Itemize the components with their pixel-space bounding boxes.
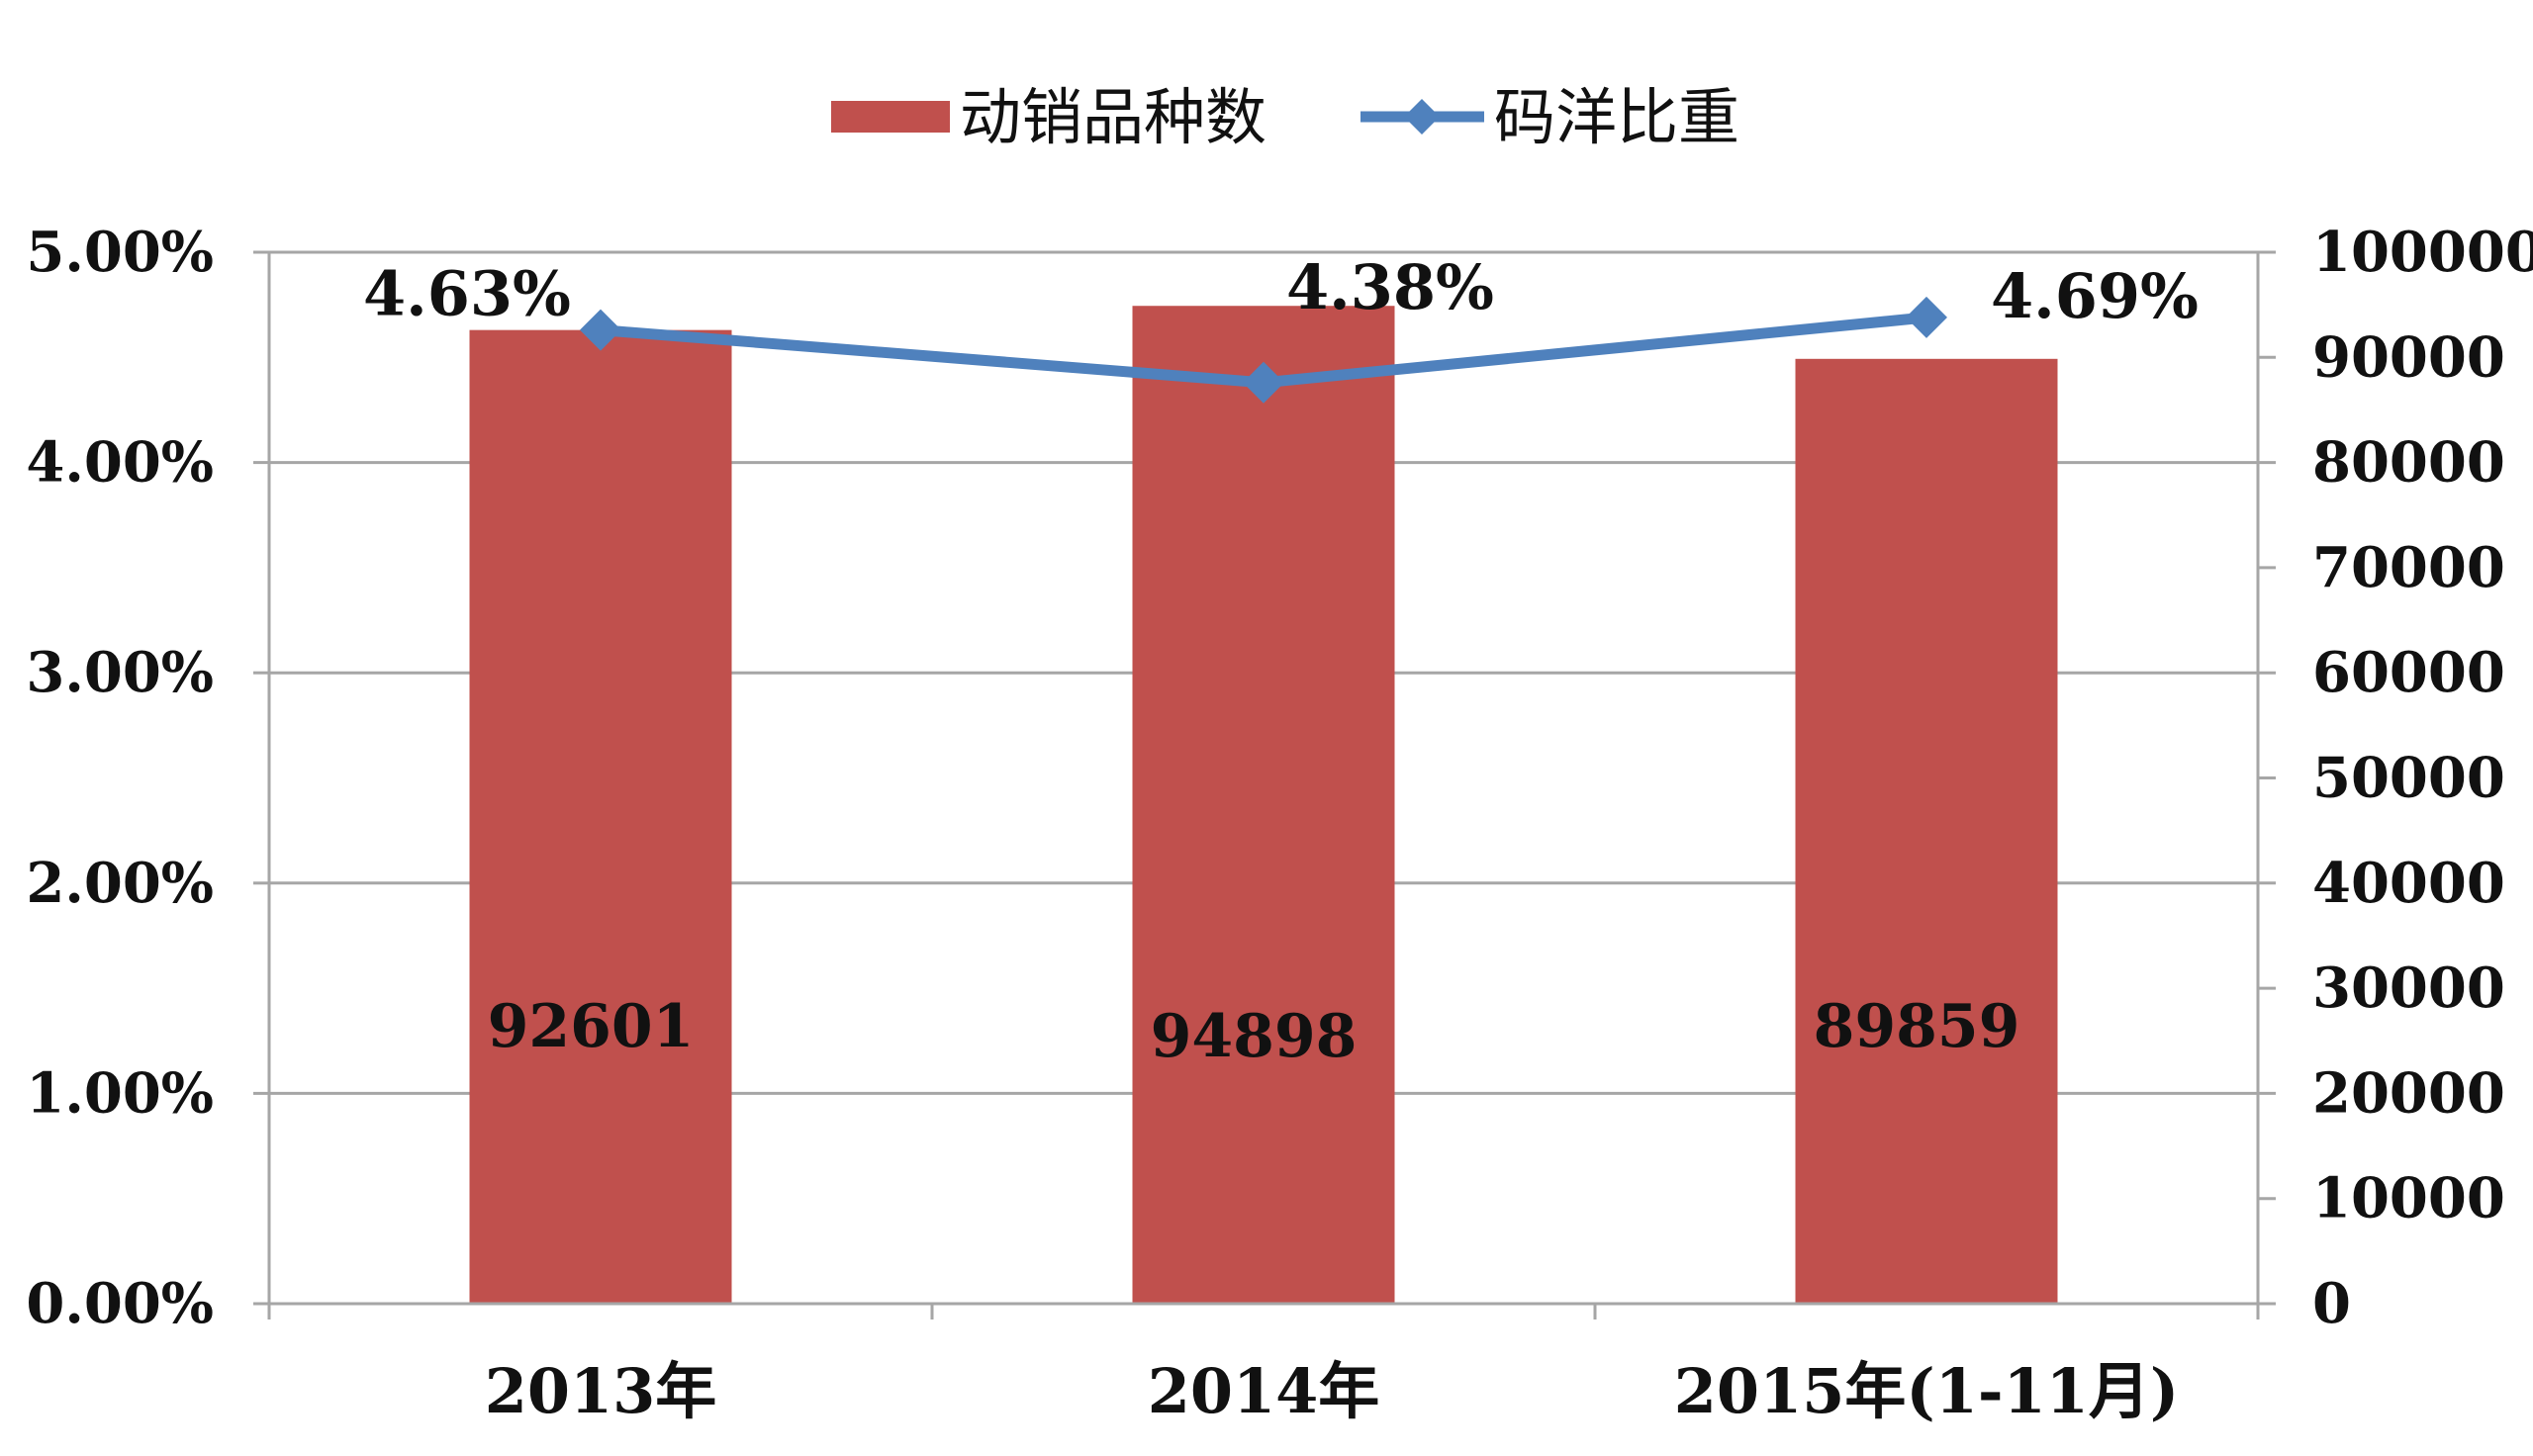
right-axis-tick-label: 50000 xyxy=(2312,746,2505,811)
right-axis-tick-label: 0 xyxy=(2312,1271,2351,1336)
right-axis-tick-label: 90000 xyxy=(2312,324,2505,390)
bar-series xyxy=(469,306,2058,1304)
right-axis-tick-label: 60000 xyxy=(2312,640,2505,705)
bar xyxy=(1795,358,2058,1304)
axes: 0.00% 1.00% 2.00% 3.00% 4.00% 5.00% 0 10000 2000… xyxy=(26,220,2533,1427)
left-axis-tick-label: 3.00% xyxy=(26,640,214,705)
bar-data-label: 92601 xyxy=(488,992,695,1061)
bar-data-label: 89859 xyxy=(1814,992,2020,1061)
line-series xyxy=(580,296,1947,404)
x-axis-category-label: 2013年 xyxy=(485,1355,717,1427)
line-data-label: 4.38% xyxy=(1286,251,1494,323)
x-axis-category-label: 2015年(1-11月) xyxy=(1674,1355,2179,1427)
legend: 动销品种数 码洋比重 xyxy=(831,81,1739,153)
legend-label-bar-series: 动销品种数 xyxy=(960,81,1266,153)
left-axis-tick-label: 0.00% xyxy=(26,1271,214,1336)
right-axis-tick-label: 70000 xyxy=(2312,535,2505,600)
line-data-label: 4.63% xyxy=(363,258,571,330)
left-axis-tick-label: 4.00% xyxy=(26,430,214,496)
line-point-marker xyxy=(1906,296,1947,338)
left-axis-tick-label: 5.00% xyxy=(26,220,214,285)
right-axis-tick-label: 100000 xyxy=(2312,220,2533,285)
left-axis-tick-label: 1.00% xyxy=(26,1060,214,1126)
right-axis-tick-label: 20000 xyxy=(2312,1060,2505,1126)
legend-line-marker xyxy=(1404,99,1440,135)
legend-label-line-series: 码洋比重 xyxy=(1494,81,1739,153)
data-labels: 92601 94898 89859 4.63% 4.38% 4.69% xyxy=(363,251,2199,1071)
bar xyxy=(469,329,732,1304)
line-point-marker xyxy=(1243,361,1284,404)
line-point-marker xyxy=(580,309,621,351)
bar xyxy=(1132,306,1395,1304)
right-axis-tick-label: 80000 xyxy=(2312,430,2505,496)
right-axis-tick-label: 30000 xyxy=(2312,956,2505,1021)
line-data-label: 4.69% xyxy=(1991,260,2199,332)
left-axis-tick-label: 2.00% xyxy=(26,851,214,916)
right-axis-tick-label: 40000 xyxy=(2312,851,2505,916)
legend-bar-swatch xyxy=(831,101,950,133)
x-axis-category-label: 2014年 xyxy=(1148,1355,1380,1427)
right-axis-tick-label: 10000 xyxy=(2312,1166,2505,1231)
bar-data-label: 94898 xyxy=(1151,1002,1358,1071)
